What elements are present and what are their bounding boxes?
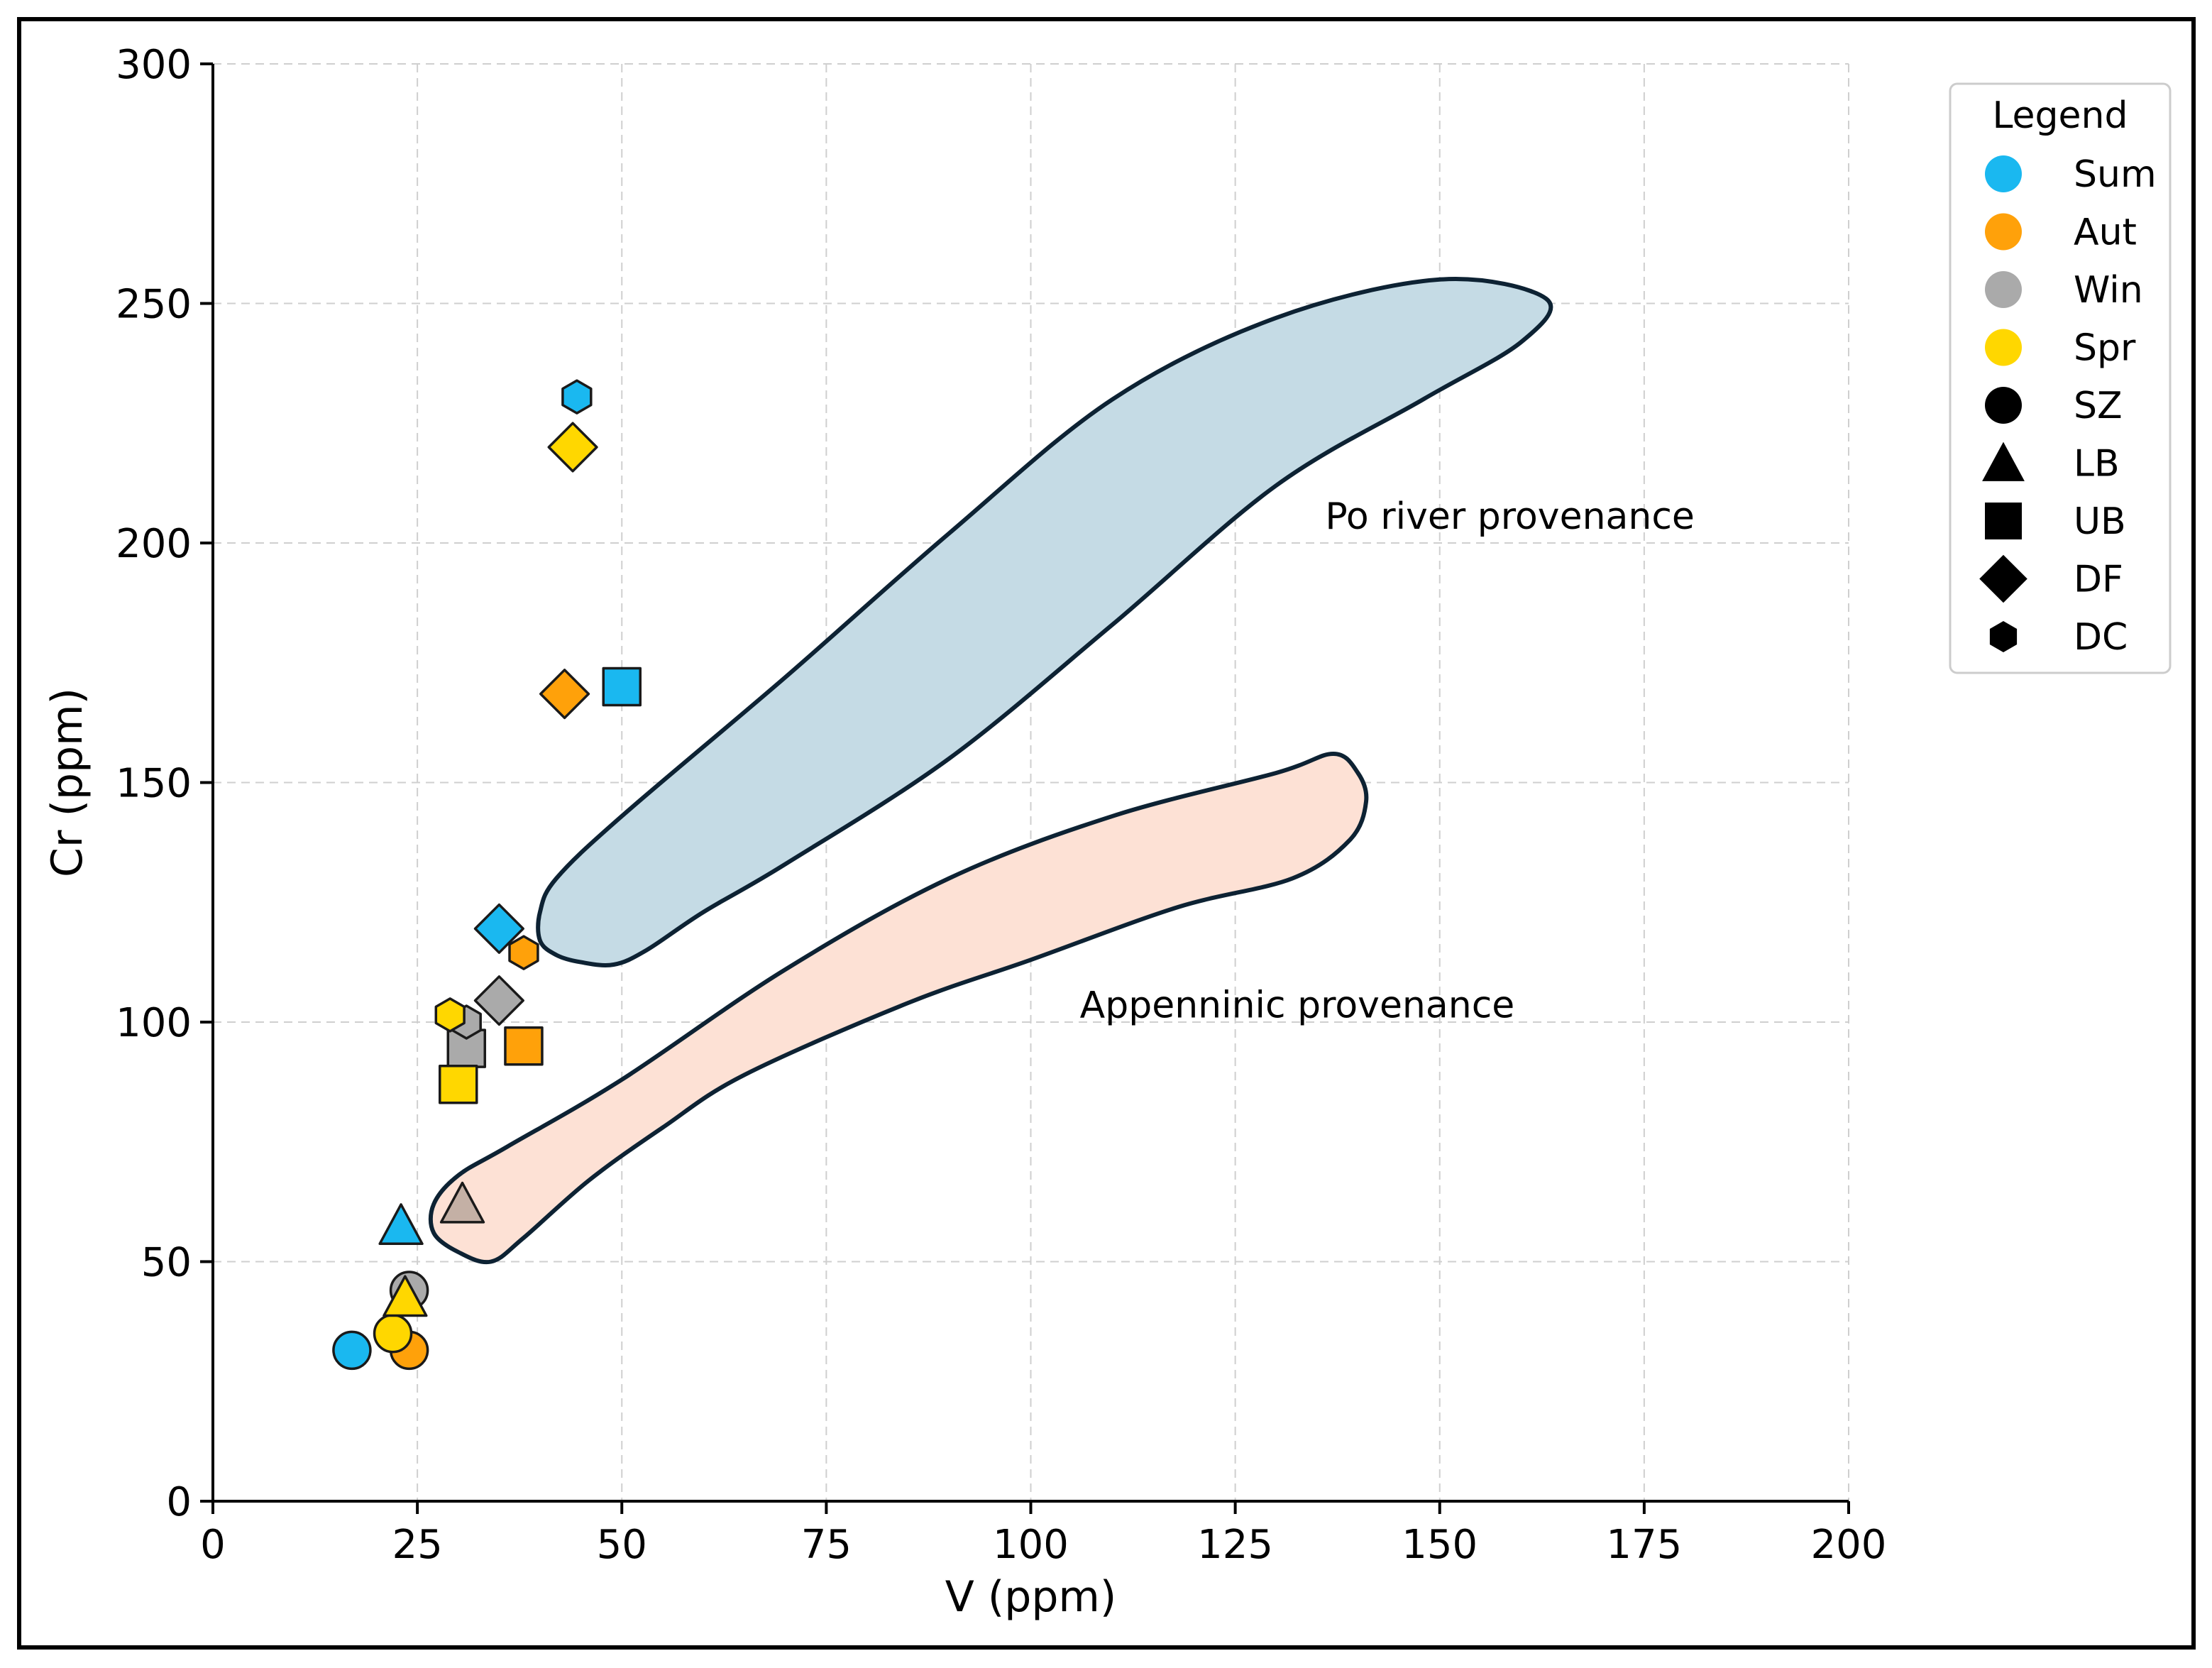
x-tick-label: 100 xyxy=(993,1522,1069,1568)
x-tick-label: 150 xyxy=(1402,1522,1478,1568)
x-axis-label: V (ppm) xyxy=(945,1572,1117,1622)
legend-label: SZ xyxy=(2074,385,2123,427)
y-axis-label: Cr (ppm) xyxy=(43,688,92,877)
axes: 0 25 50 75 100 125 150 175 200 0 50 100 150 200 250 300… xyxy=(43,42,1886,1622)
data-point-circle xyxy=(373,1314,413,1354)
y-tick-label: 50 xyxy=(141,1240,192,1286)
data-point-hexagon xyxy=(508,935,539,970)
y-tick-label: 300 xyxy=(116,42,192,88)
data-point-circle xyxy=(332,1330,372,1371)
data-point-triangle xyxy=(378,1203,424,1246)
legend: Legend Sum Aut Win Spr SZ LB UB DF DC xyxy=(1949,82,2172,674)
x-tick-label: 175 xyxy=(1606,1522,1682,1568)
figure-frame xyxy=(17,17,2196,1650)
x-tick-label: 200 xyxy=(1811,1522,1887,1568)
x-tick-label: 25 xyxy=(392,1522,442,1568)
legend-marker-circle xyxy=(1985,213,2022,251)
x-tick-label: 0 xyxy=(200,1522,226,1568)
legend-marker-circle xyxy=(1985,329,2022,366)
data-points xyxy=(332,379,642,1371)
data-point-triangle xyxy=(383,1275,428,1317)
legend-title: Legend xyxy=(1992,94,2128,137)
region-annotations: Po river provenance Appenninic provenance xyxy=(1080,495,1695,1027)
y-tick-label: 250 xyxy=(116,282,192,328)
data-point-hexagon xyxy=(434,997,466,1033)
region-po-river-provenance xyxy=(536,277,1553,967)
data-point-square xyxy=(504,1026,544,1066)
x-tick-label: 75 xyxy=(801,1522,852,1568)
data-point-triangle xyxy=(439,1181,485,1224)
data-point-square xyxy=(439,1065,478,1104)
legend-marker-diamond xyxy=(1979,554,2027,603)
y-tick-label: 150 xyxy=(116,761,192,807)
data-point-diamond xyxy=(473,903,524,954)
legend-label: DF xyxy=(2074,559,2123,601)
data-point-diamond xyxy=(539,669,590,720)
data-point-square xyxy=(602,666,642,707)
legend-marker-circle xyxy=(1985,155,2022,192)
legend-marker-hexagon xyxy=(1989,621,2018,652)
legend-label: UB xyxy=(2074,500,2126,543)
y-tick-label: 0 xyxy=(166,1479,192,1525)
legend-marker-triangle xyxy=(1982,441,2025,481)
data-point-diamond xyxy=(547,422,598,473)
legend-label: Sum xyxy=(2074,153,2157,196)
legend-label: DC xyxy=(2074,616,2128,659)
x-tick-label: 125 xyxy=(1197,1522,1273,1568)
legend-marker-circle xyxy=(1985,387,2022,424)
provenance-regions xyxy=(428,277,1553,1265)
annotation-label: Po river provenance xyxy=(1325,495,1695,538)
legend-label: Aut xyxy=(2074,212,2137,254)
y-tick-label: 200 xyxy=(116,521,192,567)
data-point-diamond xyxy=(473,975,524,1026)
legend-label: Spr xyxy=(2074,327,2136,370)
legend-marker-circle xyxy=(1985,271,2022,308)
data-point-hexagon xyxy=(561,379,593,415)
x-tick-label: 50 xyxy=(597,1522,647,1568)
grid xyxy=(213,63,1849,1501)
legend-marker-square xyxy=(1985,503,2022,539)
legend-label: LB xyxy=(2074,443,2120,485)
region-appenninic-provenance xyxy=(428,752,1369,1265)
annotation-label: Appenninic provenance xyxy=(1080,984,1515,1026)
legend-label: Win xyxy=(2074,269,2143,312)
y-tick-label: 100 xyxy=(116,1000,192,1046)
